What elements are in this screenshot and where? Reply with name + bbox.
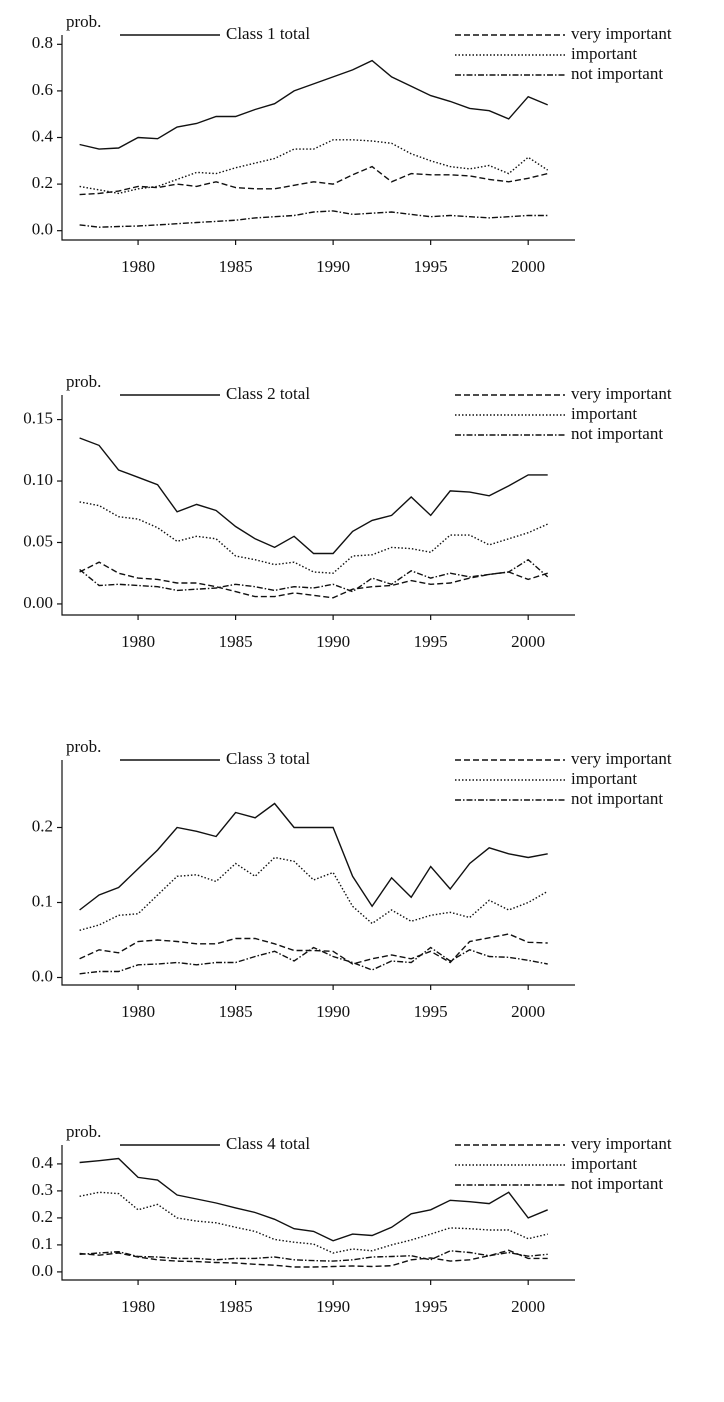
legend-label: not important [571, 424, 663, 443]
y-tick-label: 0.0 [32, 1261, 53, 1280]
series-line [79, 558, 549, 593]
x-tick-label: 2000 [511, 257, 545, 276]
x-tick-label: 1985 [219, 257, 253, 276]
axis [61, 395, 575, 616]
y-axis-label: prob. [66, 372, 101, 391]
axis [61, 35, 575, 241]
y-tick-label: 0.6 [32, 80, 53, 99]
y-tick-label: 0.2 [32, 173, 53, 192]
y-tick-label: 0.1 [32, 1234, 53, 1253]
y-tick-label: 0.1 [32, 891, 53, 910]
series-line [79, 856, 549, 931]
y-tick-label: 0.2 [32, 1207, 53, 1226]
series-line [79, 561, 548, 599]
legend-label: important [571, 44, 637, 63]
x-tick-label: 1995 [414, 257, 448, 276]
legend-label: not important [571, 64, 663, 83]
series-line [79, 1250, 548, 1262]
y-tick-label: 0.05 [23, 531, 53, 550]
y-axis-label: prob. [66, 1122, 101, 1141]
series-line [79, 1249, 548, 1268]
x-tick-label: 1990 [316, 632, 350, 651]
series-line [79, 1191, 548, 1254]
x-tick-label: 1990 [316, 1002, 350, 1021]
series-line [79, 802, 548, 911]
x-tick-label: 1980 [121, 1002, 155, 1021]
legend-label: Class 2 total [226, 384, 310, 403]
legend-label: very important [571, 1134, 672, 1153]
series-line [79, 437, 548, 555]
x-tick-label: 1980 [121, 257, 155, 276]
x-tick-label: 1995 [414, 1002, 448, 1021]
y-tick-label: 0.10 [23, 470, 53, 489]
series-line [79, 59, 548, 150]
series-line [79, 165, 548, 196]
series-line [79, 933, 548, 965]
x-tick-label: 2000 [511, 632, 545, 651]
series-line [79, 946, 548, 975]
y-axis-label: prob. [66, 737, 101, 756]
x-tick-label: 1985 [219, 632, 253, 651]
y-tick-label: 0.4 [32, 126, 54, 145]
axis [61, 760, 575, 986]
y-tick-label: 0.4 [32, 1153, 54, 1172]
legend-label: Class 1 total [226, 24, 310, 43]
x-tick-label: 1995 [414, 632, 448, 651]
y-tick-label: 0.8 [32, 33, 53, 52]
legend-label: important [571, 404, 637, 423]
y-tick-label: 0.0 [32, 220, 53, 239]
y-tick-label: 0.15 [23, 408, 53, 427]
legend-label: not important [571, 1174, 663, 1193]
y-tick-label: 0.00 [23, 593, 53, 612]
x-tick-label: 1990 [316, 1297, 350, 1316]
y-tick-label: 0.3 [32, 1180, 53, 1199]
legend-label: not important [571, 789, 663, 808]
legend-label: very important [571, 749, 672, 768]
y-tick-label: 0.2 [32, 816, 53, 835]
x-tick-label: 1985 [219, 1297, 253, 1316]
x-tick-label: 1990 [316, 257, 350, 276]
x-tick-label: 2000 [511, 1297, 545, 1316]
x-tick-label: 1985 [219, 1002, 253, 1021]
x-tick-label: 1995 [414, 1297, 448, 1316]
x-tick-label: 2000 [511, 1002, 545, 1021]
legend-label: Class 3 total [226, 749, 310, 768]
axis [61, 1145, 575, 1281]
series-line [79, 1157, 548, 1242]
x-tick-label: 1980 [121, 1297, 155, 1316]
y-tick-label: 0.0 [32, 966, 53, 985]
legend-label: important [571, 1154, 637, 1173]
legend-label: very important [571, 24, 672, 43]
y-axis-label: prob. [66, 12, 101, 31]
series-line [79, 501, 548, 574]
series-line [79, 139, 549, 195]
legend-label: very important [571, 384, 672, 403]
series-line [79, 210, 548, 228]
legend-label: important [571, 769, 637, 788]
legend-label: Class 4 total [226, 1134, 310, 1153]
x-tick-label: 1980 [121, 632, 155, 651]
